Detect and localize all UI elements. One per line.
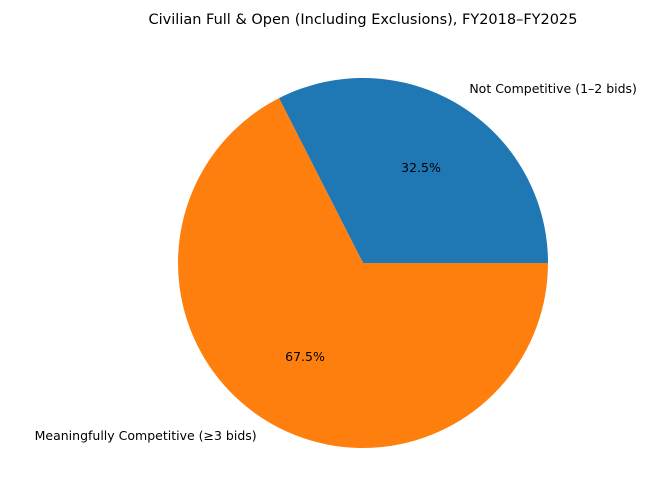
- slice-label-1: Not Competitive (1–2 bids): [469, 81, 637, 96]
- slice-percent-1: 32.5%: [401, 160, 441, 175]
- pie-slices: [177, 77, 548, 448]
- slice-label-2: Meaningfully Competitive (≥3 bids): [35, 428, 257, 443]
- pie-slice-1: [279, 77, 548, 263]
- pie-slice-2: [177, 98, 548, 448]
- chart-title: Civilian Full & Open (Including Exclusio…: [149, 12, 578, 28]
- pie-labels: Not Competitive (1–2 bids) 32.5% Meaningfu…: [35, 81, 637, 443]
- slice-percent-2: 67.5%: [285, 349, 325, 364]
